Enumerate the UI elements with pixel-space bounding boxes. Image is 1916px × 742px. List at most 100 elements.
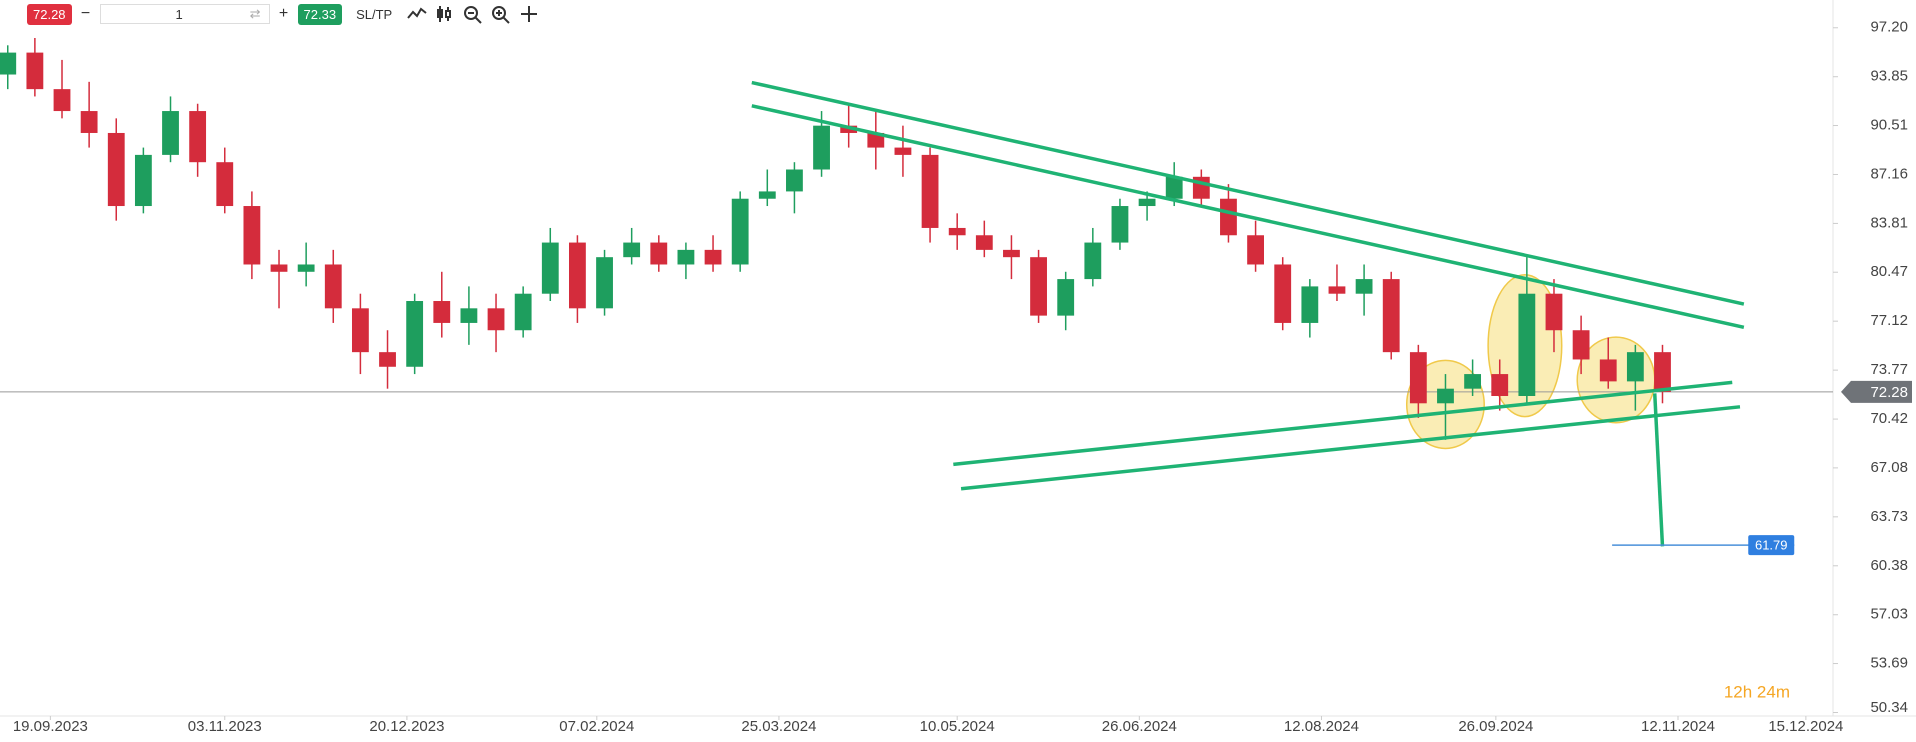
candle-body <box>948 227 966 236</box>
candle-body <box>569 242 586 309</box>
y-tick-label: 90.51 <box>1870 116 1908 133</box>
x-tick-label: 15.12.2024 <box>1768 718 1843 735</box>
trend-line <box>953 380 1733 467</box>
candle-body <box>1599 359 1617 382</box>
candle-body <box>1382 279 1400 353</box>
candle-body <box>406 301 424 367</box>
candle-body <box>1111 206 1129 243</box>
candle-body <box>162 111 179 155</box>
candle-body <box>921 154 939 228</box>
candle-body <box>189 111 207 163</box>
candle-body <box>623 242 641 258</box>
y-tick-label: 67.08 <box>1870 459 1908 476</box>
candle-body <box>297 264 315 272</box>
candle-body <box>1165 176 1183 199</box>
candle-body <box>324 264 342 309</box>
candle-body <box>433 301 451 323</box>
candle-body <box>1572 330 1590 360</box>
candle-body <box>840 125 858 133</box>
toolbar: 72.28 − 1 ⇄ + 72.33 SL/TP <box>0 0 540 28</box>
y-tick-label: 73.77 <box>1870 361 1908 378</box>
candle-body <box>107 132 125 207</box>
candle-body <box>1491 374 1509 396</box>
y-tick-label: 83.81 <box>1870 214 1908 231</box>
x-tick-label: 19.09.2023 <box>13 718 88 735</box>
candle-body <box>216 162 234 207</box>
candle-body <box>1220 198 1237 236</box>
candle-body <box>1274 264 1292 323</box>
quantity-input[interactable]: 1 ⇄ <box>99 4 270 24</box>
candle-body <box>134 154 152 207</box>
candle-body <box>243 206 261 265</box>
x-tick-label: 26.06.2024 <box>1102 718 1177 735</box>
y-tick-label: 60.38 <box>1870 557 1908 574</box>
candle-body <box>1301 286 1319 323</box>
candle-body <box>460 308 478 323</box>
y-tick-label: 53.69 <box>1870 655 1908 672</box>
y-tick-label: 93.85 <box>1870 68 1908 85</box>
trend-line <box>1652 393 1665 547</box>
y-tick-label: 70.42 <box>1870 410 1908 427</box>
sltp-button[interactable]: SL/TP <box>356 6 393 22</box>
candle-body <box>1518 293 1536 396</box>
candle-icon[interactable] <box>434 4 456 24</box>
x-tick-label: 20.12.2023 <box>369 718 444 735</box>
ask-price[interactable]: 72.33 <box>297 3 343 25</box>
candle-body <box>867 132 885 148</box>
candle-body <box>677 249 695 265</box>
move-icon[interactable] <box>518 4 540 24</box>
candle-body <box>894 147 912 155</box>
candle-body <box>1355 279 1373 294</box>
candle-body <box>975 235 993 250</box>
last-price-label-box <box>1841 380 1912 403</box>
bid-price[interactable]: 72.28 <box>27 3 72 25</box>
candle-body <box>1654 352 1671 392</box>
zoom-out-icon[interactable] <box>462 4 484 24</box>
candle-body <box>0 52 17 75</box>
candle-body <box>1409 352 1427 404</box>
candle-body <box>1626 352 1644 382</box>
candle-body <box>758 191 776 199</box>
candle-body <box>1247 235 1264 265</box>
session-timer: 12h 24m <box>1724 682 1790 701</box>
candle-body <box>1030 257 1047 316</box>
x-tick-label: 03.11.2023 <box>188 718 262 735</box>
y-tick-label: 77.12 <box>1870 312 1908 329</box>
x-tick-label: 12.08.2024 <box>1284 718 1359 735</box>
candle-body <box>1003 249 1020 258</box>
candle-body <box>487 308 505 331</box>
candle-body <box>813 125 830 170</box>
y-tick-label: 87.16 <box>1870 165 1908 182</box>
candle-body <box>53 89 71 112</box>
decrease-button[interactable]: − <box>80 5 91 22</box>
trend-line <box>960 405 1741 491</box>
candle-body <box>514 293 532 331</box>
y-tick-label: 50.34 <box>1870 699 1908 716</box>
x-tick-label: 26.09.2024 <box>1458 718 1533 735</box>
candle-body <box>351 308 369 353</box>
x-tick-label: 25.03.2024 <box>741 718 816 735</box>
y-tick-label: 57.03 <box>1870 606 1908 623</box>
candle-body <box>1138 198 1156 207</box>
zoom-in-icon[interactable] <box>490 4 512 24</box>
candle-body <box>704 249 722 265</box>
x-tick-label: 12.11.2024 <box>1641 718 1715 735</box>
candle-body <box>26 52 44 90</box>
last-price-label: 72.28 <box>1870 384 1908 401</box>
line-chart-icon[interactable] <box>406 4 428 24</box>
y-tick-label: 97.20 <box>1870 19 1908 36</box>
x-tick-label: 10.05.2024 <box>920 718 995 735</box>
candle-body <box>270 264 288 272</box>
candle-body <box>1328 286 1346 294</box>
x-tick-label: 07.02.2024 <box>559 718 634 735</box>
candle-body <box>1057 279 1075 316</box>
increase-button[interactable]: + <box>278 5 289 22</box>
y-tick-label: 80.47 <box>1870 263 1908 280</box>
candle-body <box>1084 242 1102 280</box>
candle-body <box>650 242 668 265</box>
target-label-box <box>1748 535 1795 556</box>
trend-line <box>751 104 1745 330</box>
candle-body <box>1464 374 1482 389</box>
candle-body <box>1545 293 1563 331</box>
